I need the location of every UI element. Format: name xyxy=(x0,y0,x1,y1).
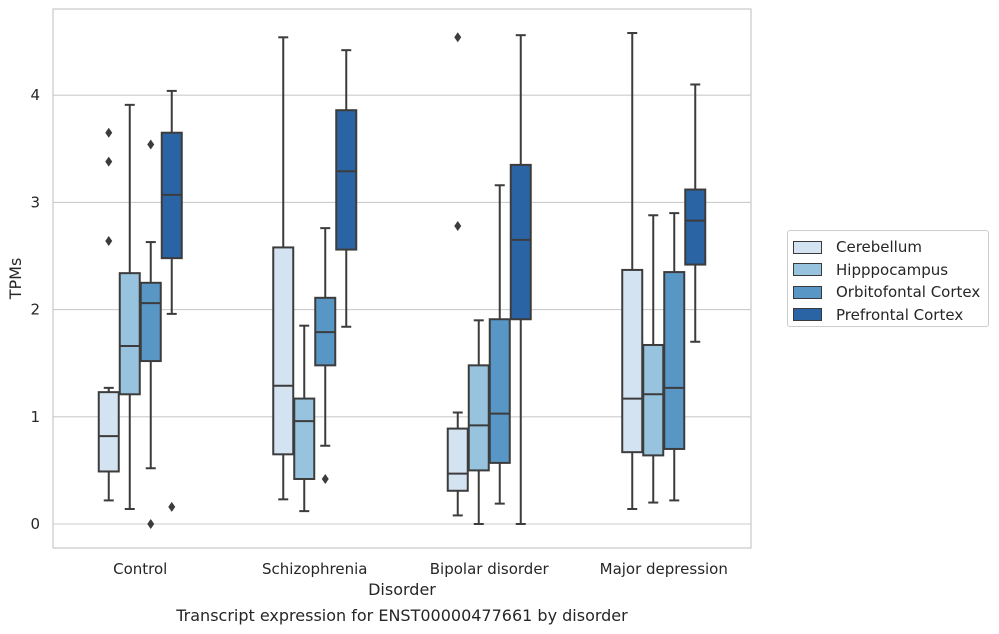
legend-swatch xyxy=(793,308,822,322)
legend-swatch xyxy=(793,285,822,299)
legend-label: Hipppocampus xyxy=(836,260,949,279)
legend: Cerebellum Hipppocampus Orbitofontal Corte… xyxy=(787,230,989,327)
box-cerebellum xyxy=(97,391,120,473)
outlier-marker xyxy=(105,156,113,167)
y-tick-label: 3 xyxy=(30,193,40,211)
legend-label: Cerebellum xyxy=(836,238,922,257)
outlier-marker xyxy=(168,501,176,512)
box-prefrontal-cortex xyxy=(335,109,358,251)
figure-caption: Transcript expression for ENST0000047766… xyxy=(176,606,628,625)
outlier-marker xyxy=(321,473,329,484)
box-hipppocampus xyxy=(467,364,490,472)
legend-label: Orbitofontal Cortex xyxy=(836,283,981,302)
legend-label: Prefrontal Cortex xyxy=(836,305,964,324)
x-axis-label: Disorder xyxy=(368,580,436,599)
box-prefrontal-cortex xyxy=(684,188,707,266)
box-orbitofontal-cortex xyxy=(139,281,162,363)
y-tick-label: 1 xyxy=(30,408,40,426)
y-tick-label: 0 xyxy=(30,515,40,533)
x-tick-label: Bipolar disorder xyxy=(430,560,550,578)
box-cerebellum xyxy=(446,427,469,492)
outlier-marker xyxy=(454,32,462,43)
x-tick-label: Major depression xyxy=(600,560,728,578)
outlier-marker xyxy=(105,127,113,138)
y-tick-label: 2 xyxy=(30,301,40,319)
legend-item: Hipppocampus xyxy=(793,259,988,282)
outlier-marker xyxy=(147,519,155,529)
legend-item: Cerebellum xyxy=(793,236,988,259)
y-tick-label: 4 xyxy=(30,86,40,104)
plot-frame xyxy=(52,8,752,549)
box-hipppocampus xyxy=(642,343,665,457)
box-orbitofontal-cortex xyxy=(488,318,511,464)
outlier-marker xyxy=(454,220,462,231)
box-hipppocampus xyxy=(293,397,316,480)
x-tick-label: Control xyxy=(113,560,167,578)
legend-item: Prefrontal Cortex xyxy=(793,304,988,327)
legend-item: Orbitofontal Cortex xyxy=(793,281,988,304)
legend-swatch xyxy=(793,263,822,277)
outlier-marker xyxy=(105,235,113,246)
box-cerebellum xyxy=(621,268,644,454)
box-orbitofontal-cortex xyxy=(663,271,686,450)
box-prefrontal-cortex xyxy=(509,163,532,321)
box-cerebellum xyxy=(272,246,295,456)
x-tick-label: Schizophrenia xyxy=(262,560,367,578)
legend-swatch xyxy=(793,240,822,254)
outlier-marker xyxy=(147,139,155,150)
y-axis-label: TPMs xyxy=(6,258,25,301)
box-hipppocampus xyxy=(118,272,141,396)
